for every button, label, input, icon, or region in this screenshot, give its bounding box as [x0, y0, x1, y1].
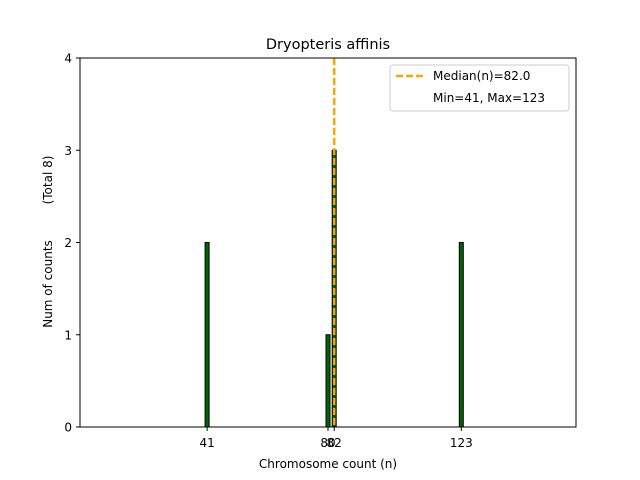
y-axis-label: Num of counts: [41, 240, 55, 328]
y-tick-label: 0: [64, 421, 72, 435]
y-tick-label: 3: [64, 144, 72, 158]
x-axis-label: Chromosome count (n): [259, 457, 397, 471]
legend: Median(n)=82.0 Min=41, Max=123: [389, 64, 570, 112]
y-ticks: 0 1 2 3 4: [64, 52, 80, 435]
legend-entry-range: Min=41, Max=123: [433, 91, 545, 105]
y-axis-total-label: (Total 8): [41, 156, 55, 205]
y-tick-label: 4: [64, 52, 72, 66]
legend-entry-median: Median(n)=82.0: [433, 69, 530, 83]
y-tick-label: 1: [64, 328, 72, 342]
y-tick-label: 2: [64, 236, 72, 250]
legend-box: [389, 64, 570, 112]
x-tick-label: 41: [199, 436, 214, 450]
x-tick-label: 123: [450, 436, 473, 450]
x-tick-label: 82: [327, 436, 342, 450]
x-tick-label: 80: [320, 436, 335, 450]
bar-80: [325, 334, 331, 428]
bar-41: [204, 242, 210, 428]
chart-title: Dryopteris affinis: [266, 37, 390, 53]
bar-123: [458, 242, 464, 428]
